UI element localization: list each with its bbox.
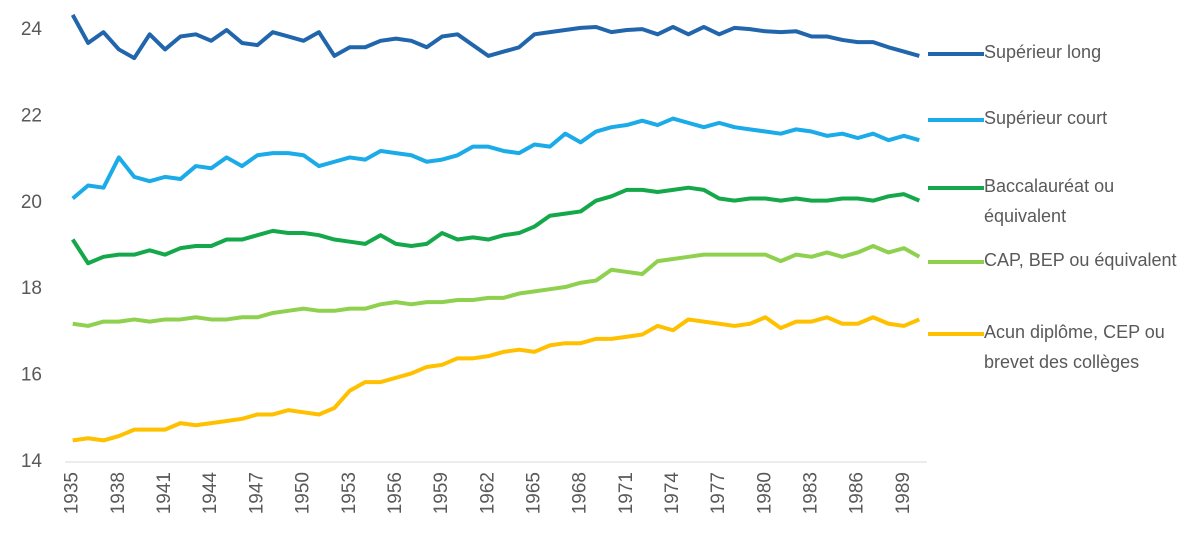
legend-label: Supérieur long: [984, 42, 1102, 62]
legend-item: Acun diplôme, CEP ou brevet des collèges: [928, 322, 1194, 377]
legend-item: Supérieur court: [928, 108, 1194, 133]
x-tick-label: 1935: [62, 472, 83, 514]
x-tick-label: 1944: [200, 472, 221, 515]
line-series: [72, 315, 921, 443]
x-tick-label: 1941: [154, 472, 175, 514]
legend-label: Baccalauréat ou équivalent: [984, 176, 1115, 226]
y-tick-label: 22: [21, 105, 42, 126]
x-tick-label: 1956: [385, 472, 406, 514]
legend-item: Supérieur long: [928, 42, 1194, 67]
line-series: [71, 185, 921, 266]
x-tick-label: 1938: [108, 472, 129, 514]
x-tick-label: 1959: [431, 472, 452, 514]
x-tick-label: 1971: [616, 472, 637, 514]
x-tick-label: 1947: [246, 472, 267, 514]
y-tick-label: 20: [21, 192, 42, 213]
legend-label: Acun diplôme, CEP ou brevet des collèges: [984, 322, 1165, 372]
x-tick-label: 1962: [477, 472, 498, 514]
line-series: [71, 116, 920, 201]
legend-swatch: [928, 186, 984, 190]
x-tick-label: 1968: [570, 472, 591, 514]
legend-label: Supérieur court: [984, 108, 1108, 128]
y-tick-label: 14: [21, 451, 43, 472]
x-tick-label: 1974: [662, 472, 683, 515]
legend-swatch: [928, 332, 984, 336]
legend-item: Baccalauréat ou équivalent: [928, 176, 1194, 231]
y-tick-label: 16: [21, 365, 42, 386]
x-tick-label: 1977: [708, 472, 729, 514]
legend-swatch: [928, 260, 984, 264]
y-tick-label: 18: [21, 278, 42, 299]
x-tick-label: 1950: [293, 472, 314, 514]
line-series: [72, 244, 921, 328]
legend-swatch: [928, 52, 984, 56]
x-tick-label: 1983: [801, 472, 822, 514]
legend-label: CAP, BEP ou équivalent: [984, 250, 1177, 270]
x-tick-label: 1980: [754, 472, 775, 514]
x-tick-label: 1986: [847, 472, 868, 514]
legend-item: CAP, BEP ou équivalent: [928, 250, 1194, 275]
legend-swatch: [928, 118, 984, 122]
x-tick-label: 1953: [339, 472, 360, 514]
x-tick-label: 1965: [523, 472, 544, 514]
x-tick-label: 1989: [893, 472, 914, 514]
line-series: [70, 13, 920, 61]
y-tick-label: 24: [21, 19, 43, 40]
